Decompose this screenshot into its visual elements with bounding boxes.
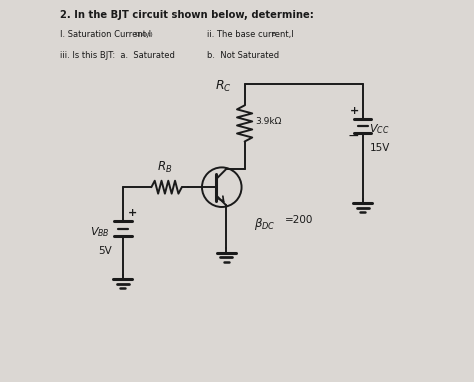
- Text: −: −: [348, 129, 360, 143]
- Text: iii. Is this BJT:  a.  Saturated: iii. Is this BJT: a. Saturated: [60, 51, 175, 60]
- Text: $V_{CC}$: $V_{CC}$: [369, 123, 390, 136]
- Text: $V_{BB}$: $V_{BB}$: [91, 225, 110, 239]
- Text: B: B: [271, 32, 275, 37]
- Text: 5V: 5V: [98, 246, 112, 256]
- Text: +: +: [350, 106, 360, 116]
- Text: $\beta_{DC}$: $\beta_{DC}$: [254, 216, 276, 232]
- Text: ii. The base current,I: ii. The base current,I: [207, 31, 293, 39]
- Text: 3.9kΩ: 3.9kΩ: [255, 117, 282, 126]
- Text: +: +: [128, 208, 137, 218]
- Text: b.  Not Saturated: b. Not Saturated: [207, 51, 279, 60]
- Text: $R_B$: $R_B$: [157, 160, 173, 175]
- Text: 15V: 15V: [369, 143, 390, 154]
- Text: I. Saturation Current,I: I. Saturation Current,I: [60, 31, 151, 39]
- Text: 2. In the BJT circuit shown below, determine:: 2. In the BJT circuit shown below, deter…: [60, 10, 314, 20]
- Text: C(sat): C(sat): [134, 32, 153, 37]
- Text: $R_C$: $R_C$: [215, 79, 232, 94]
- Text: =200: =200: [284, 215, 313, 225]
